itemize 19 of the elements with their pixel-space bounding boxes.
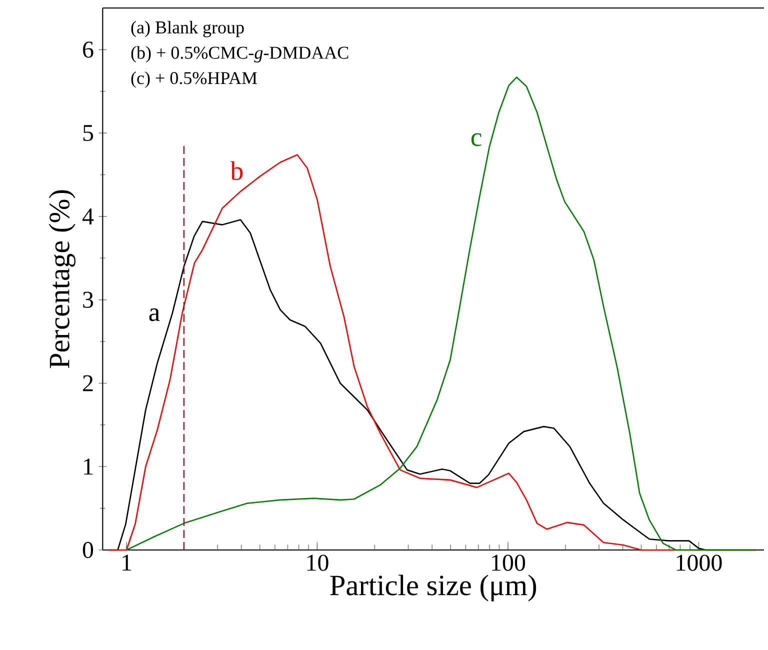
y-tick-label: 3 [83, 292, 94, 308]
y-axis-title: Percentage (%) [48, 190, 76, 368]
y-tick-label: 5 [83, 125, 94, 142]
series-label: b [230, 161, 243, 180]
x-axis-title: Particle size (μm) [330, 574, 536, 602]
annotation: (a) Blank group [131, 20, 244, 38]
y-tick-label: 4 [82, 208, 94, 224]
x-tick-label: 1 [122, 554, 132, 571]
x-tick-label: 100 [492, 554, 526, 571]
series-label: c [471, 133, 482, 146]
annotation: (b) + 0.5%CMC-g-DMDAAC [131, 46, 348, 62]
annotation: (c) + 0.5%HPAM [131, 72, 257, 88]
y-tick-label: 6 [83, 42, 94, 58]
y-tick-label: 0 [82, 542, 94, 558]
y-tick-label: 1 [84, 458, 93, 475]
x-tick-label: 1000 [676, 554, 722, 571]
x-tick-label: 10 [307, 554, 328, 571]
y-tick-label: 2 [83, 375, 93, 392]
series-label: a [149, 308, 160, 322]
